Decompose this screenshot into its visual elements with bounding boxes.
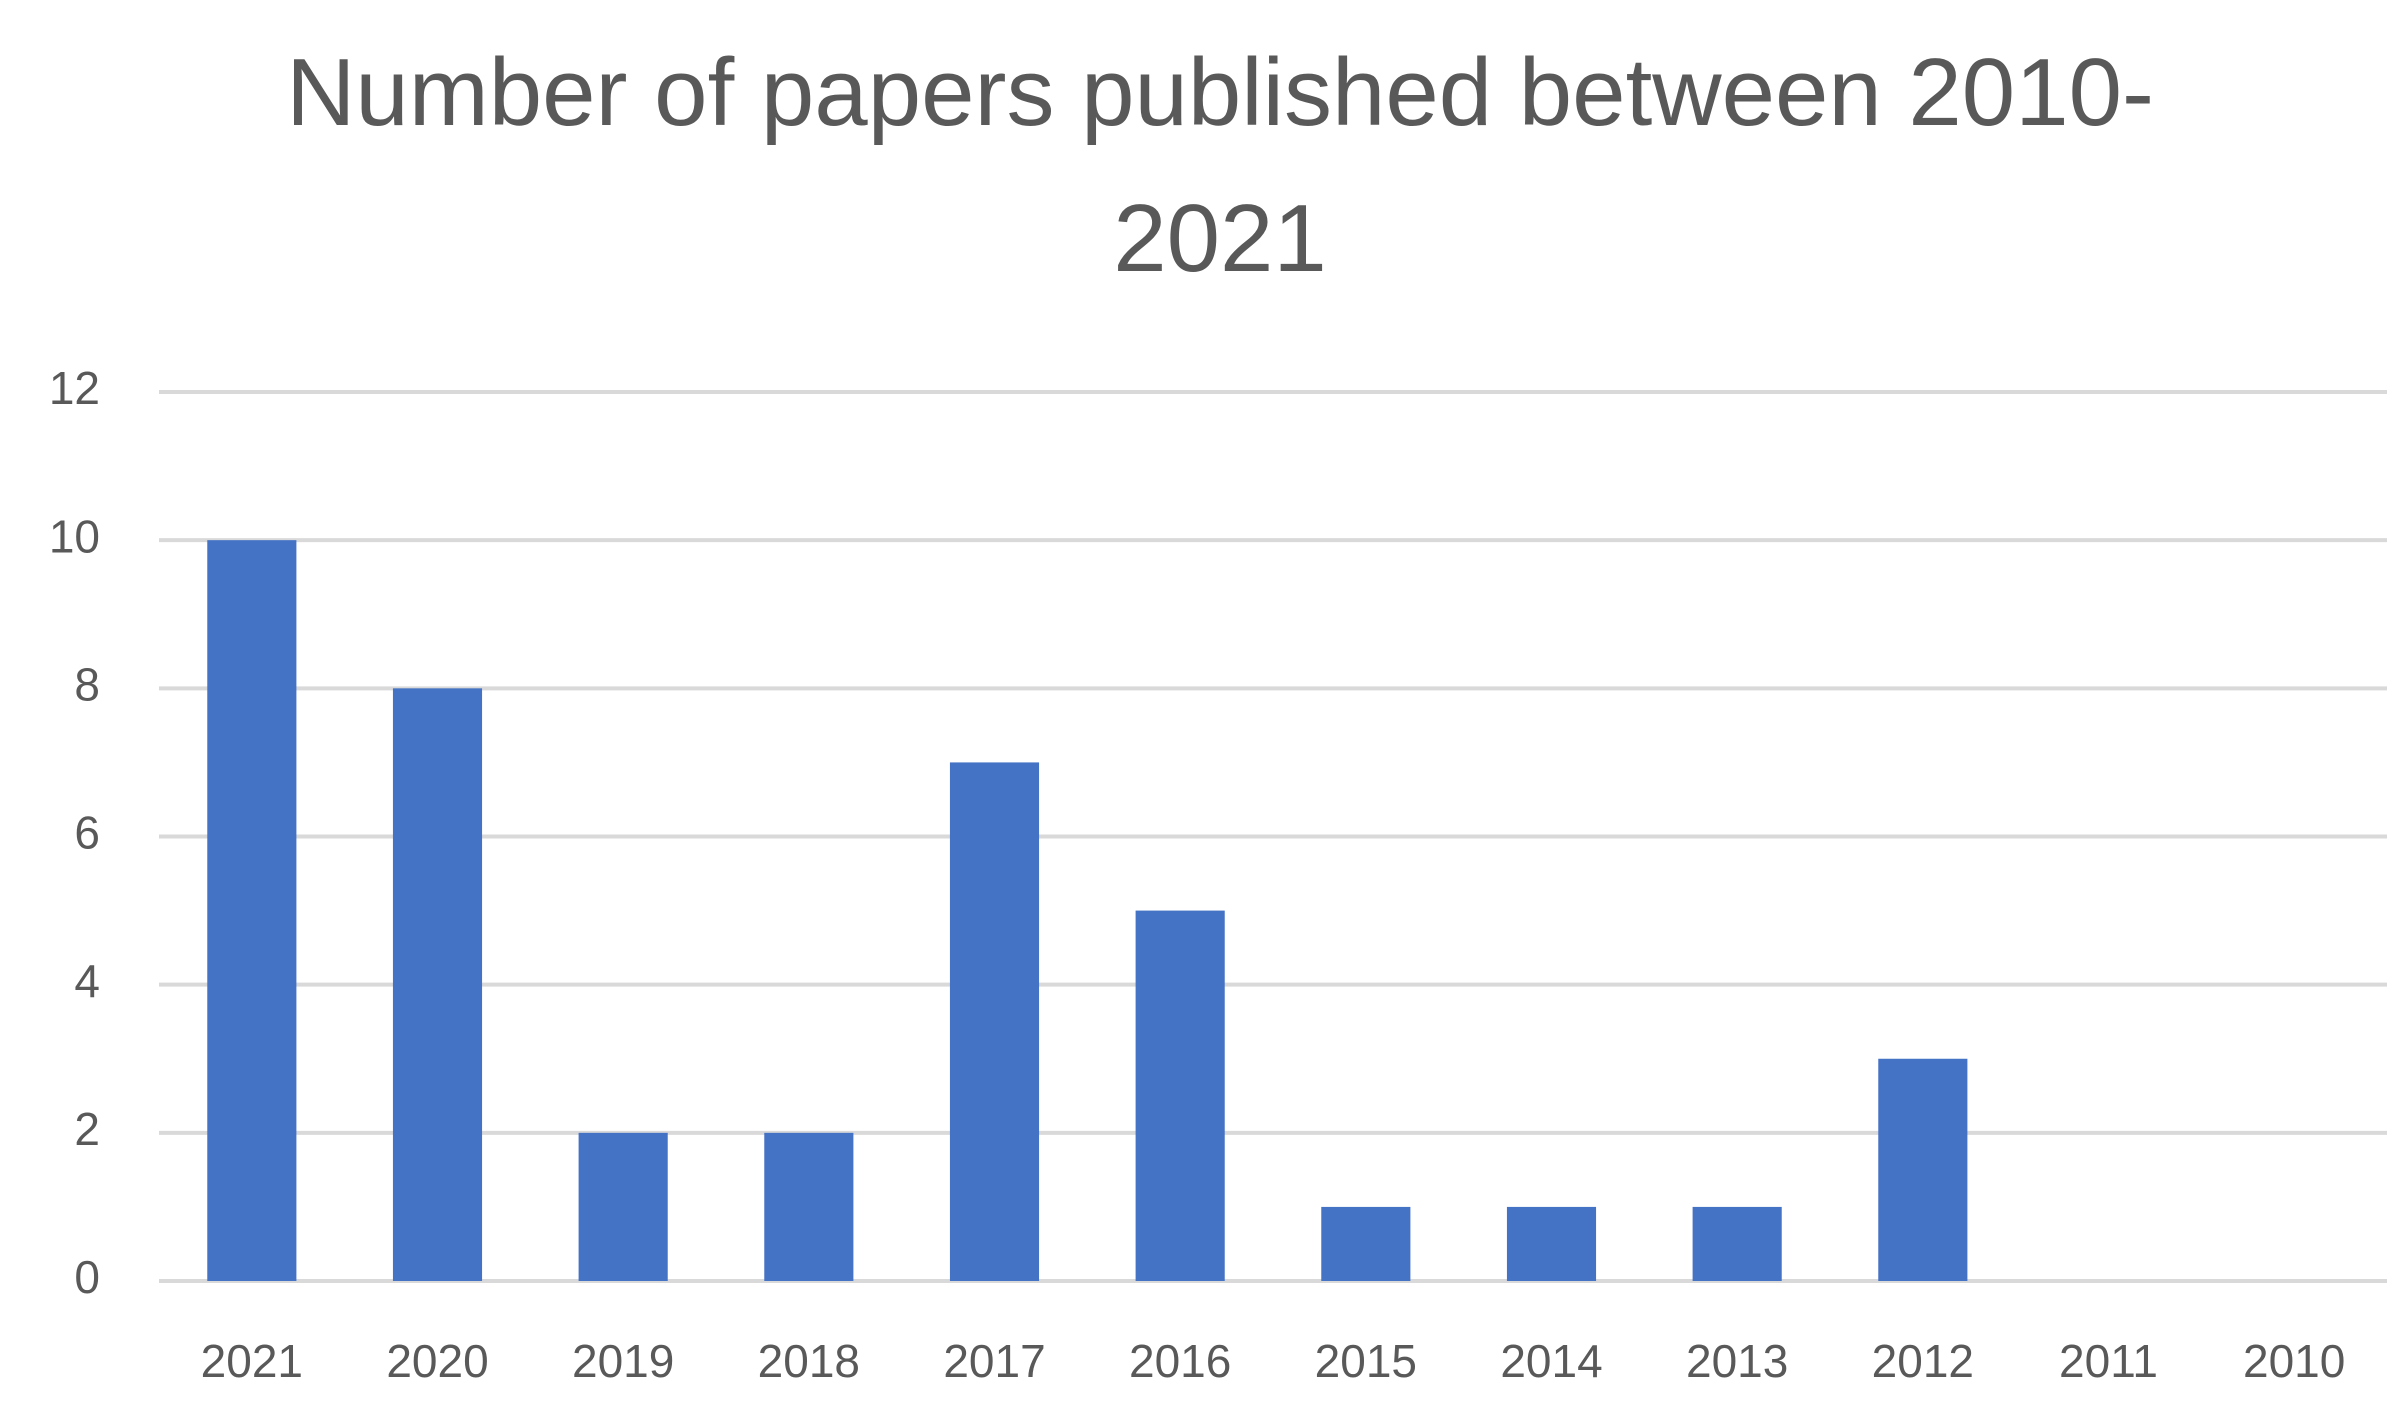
- x-tick-label: 2014: [1500, 1335, 1602, 1387]
- y-tick-label: 12: [49, 362, 100, 414]
- x-tick-label: 2021: [201, 1335, 303, 1387]
- bar: [764, 1132, 854, 1281]
- bar: [578, 1132, 668, 1281]
- y-tick-label: 0: [74, 1251, 100, 1303]
- bar: [1506, 1206, 1597, 1281]
- bar: [1692, 1206, 1782, 1281]
- x-tick-label: 2016: [1129, 1335, 1231, 1387]
- y-tick-label: 2: [74, 1103, 100, 1155]
- x-tick-label: 2011: [2059, 1335, 2158, 1387]
- x-tick-label: 2012: [1872, 1335, 1974, 1387]
- bar: [1878, 1058, 1968, 1281]
- y-tick-label: 6: [74, 807, 100, 859]
- x-tick-label: 2019: [572, 1335, 674, 1387]
- bar: [949, 762, 1040, 1281]
- bar: [207, 540, 297, 1281]
- y-tick-label: 10: [49, 510, 100, 562]
- y-tick-label: 8: [74, 658, 100, 710]
- bar: [392, 688, 483, 1281]
- bar: [1135, 910, 1225, 1281]
- x-tick-label: 2010: [2243, 1335, 2345, 1387]
- x-tick-label: 2018: [758, 1335, 860, 1387]
- bar: [1321, 1206, 1411, 1281]
- x-tick-label: 2020: [386, 1335, 488, 1387]
- y-tick-label: 4: [74, 955, 100, 1007]
- x-tick-label: 2015: [1315, 1335, 1417, 1387]
- x-tick-label: 2013: [1686, 1335, 1788, 1387]
- x-tick-label: 2017: [943, 1335, 1045, 1387]
- chart-title: Number of papers published between 2010-…: [286, 39, 2154, 292]
